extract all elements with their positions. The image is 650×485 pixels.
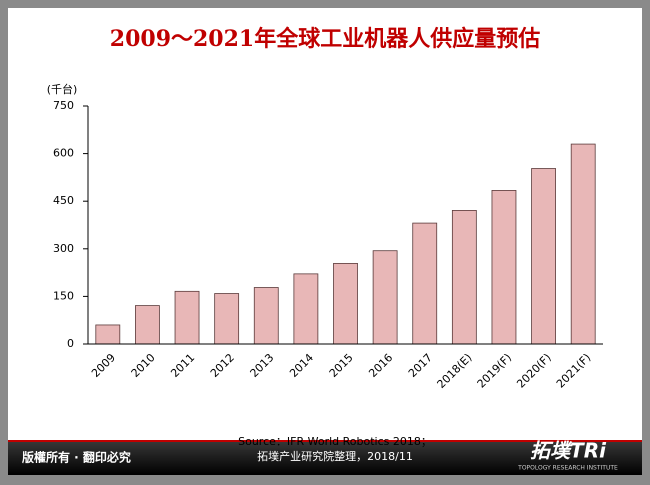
y-tick-label: 300 bbox=[53, 242, 74, 255]
logo-sub: TOPOLOGY RESEARCH INSTITUTE bbox=[517, 465, 618, 472]
bar bbox=[531, 168, 556, 345]
bar bbox=[293, 273, 319, 345]
bar bbox=[95, 324, 121, 345]
logo: 拓墣TRi bbox=[530, 439, 607, 463]
y-tick-label: 750 bbox=[53, 99, 74, 112]
bar bbox=[135, 305, 160, 345]
bar bbox=[412, 222, 438, 345]
bar bbox=[333, 262, 358, 345]
y-tick-label: 450 bbox=[53, 194, 74, 207]
footer-bar bbox=[8, 440, 642, 475]
bar bbox=[451, 210, 477, 345]
y-axis-label: (千台) bbox=[47, 82, 78, 96]
source-line: 拓墣产业研究院整理，2018/11 bbox=[257, 449, 413, 463]
copyright: 版權所有 · 翻印必究 bbox=[22, 450, 131, 465]
bar bbox=[491, 190, 517, 345]
y-tick-label: 600 bbox=[53, 147, 74, 160]
chart-title: 2009～2021年全球工业机器人供应量预估 bbox=[110, 26, 540, 52]
y-tick-label: 0 bbox=[67, 337, 74, 350]
bar bbox=[570, 143, 596, 345]
footer-rule bbox=[8, 440, 642, 442]
bar bbox=[253, 287, 279, 345]
bar bbox=[372, 250, 398, 345]
bar bbox=[214, 293, 240, 345]
y-tick-label: 150 bbox=[53, 289, 74, 302]
source-line: Source：IFR World Robotics 2018； bbox=[238, 435, 432, 448]
bar bbox=[174, 290, 200, 345]
